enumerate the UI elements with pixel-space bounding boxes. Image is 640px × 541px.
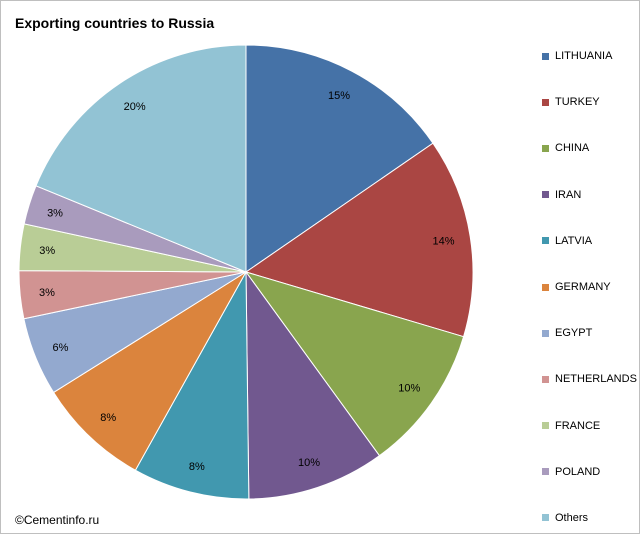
legend-swatch <box>542 283 549 291</box>
legend-swatch <box>542 144 549 152</box>
legend-item-lithuania: LITHUANIA <box>542 33 637 79</box>
legend-swatch <box>542 468 549 476</box>
legend-label: POLAND <box>555 465 601 478</box>
legend-swatch <box>542 237 549 245</box>
legend-item-china: CHINA <box>542 125 637 171</box>
data-label-others: 20% <box>124 101 146 113</box>
legend-item-poland: POLAND <box>542 449 637 495</box>
data-label-latvia: 8% <box>189 461 205 473</box>
data-label-iran: 10% <box>298 457 320 469</box>
chart-title: Exporting countries to Russia <box>15 15 215 31</box>
legend-swatch <box>542 52 549 60</box>
legend-item-germany: GERMANY <box>542 264 637 310</box>
data-label-turkey: 14% <box>433 236 455 248</box>
pie-slice-lithuania <box>245 44 434 273</box>
legend-item-turkey: TURKEY <box>542 79 637 125</box>
data-label-netherlands: 3% <box>39 287 55 299</box>
legend-label: TURKEY <box>555 96 600 109</box>
legend-label: NETHERLANDS <box>555 373 637 386</box>
pie-slice-china <box>244 271 465 457</box>
data-label-lithuania: 15% <box>328 90 350 102</box>
legend-label: CHINA <box>555 142 590 155</box>
legend-item-iran: IRAN <box>542 172 637 218</box>
legend-item-egypt: EGYPT <box>542 310 637 356</box>
pie-slice-latvia <box>134 270 250 500</box>
copyright-credit: ©Cementinfo.ru <box>15 513 100 527</box>
legend-item-others: Others <box>542 495 637 541</box>
legend-swatch <box>542 191 549 199</box>
data-label-china: 10% <box>398 383 420 395</box>
legend-label: LATVIA <box>555 234 593 247</box>
data-label-france: 3% <box>39 245 55 257</box>
legend-label: FRANCE <box>555 419 601 432</box>
pie-slice-iran <box>245 270 381 500</box>
legend-label: EGYPT <box>555 327 593 340</box>
legend-item-latvia: LATVIA <box>542 218 637 264</box>
legend-item-france: FRANCE <box>542 403 637 449</box>
legend-swatch <box>542 375 549 383</box>
pie-slice-turkey <box>244 142 474 338</box>
pie-chart: 15% 14% 10% 10% 8% 8% 6% 3% 3% 3% 20% <box>18 44 474 500</box>
legend-label: IRAN <box>555 188 582 201</box>
legend-item-netherlands: NETHERLANDS <box>542 356 637 402</box>
pie-slice-germany <box>52 271 247 471</box>
legend-label: LITHUANIA <box>555 50 613 63</box>
legend-label: Others <box>555 511 589 524</box>
pie-slice-others <box>35 44 247 273</box>
legend-label: GERMANY <box>555 281 611 294</box>
data-label-germany: 8% <box>100 412 116 424</box>
legend: LITHUANIA TURKEY CHINA IRAN LATVIA GERMANY EGY… <box>542 33 637 541</box>
legend-swatch <box>542 514 549 522</box>
legend-swatch <box>542 98 549 106</box>
legend-swatch <box>542 329 549 337</box>
data-label-egypt: 6% <box>53 342 69 354</box>
data-label-poland: 3% <box>47 208 63 220</box>
legend-swatch <box>542 422 549 430</box>
